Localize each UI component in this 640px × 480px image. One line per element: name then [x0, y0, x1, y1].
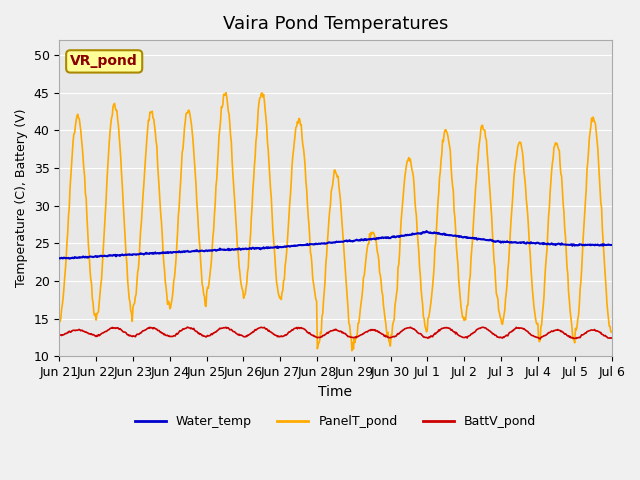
Text: VR_pond: VR_pond — [70, 54, 138, 69]
X-axis label: Time: Time — [319, 384, 353, 398]
Title: Vaira Pond Temperatures: Vaira Pond Temperatures — [223, 15, 448, 33]
Legend: Water_temp, PanelT_pond, BattV_pond: Water_temp, PanelT_pond, BattV_pond — [130, 410, 541, 433]
Y-axis label: Temperature (C), Battery (V): Temperature (C), Battery (V) — [15, 109, 28, 288]
